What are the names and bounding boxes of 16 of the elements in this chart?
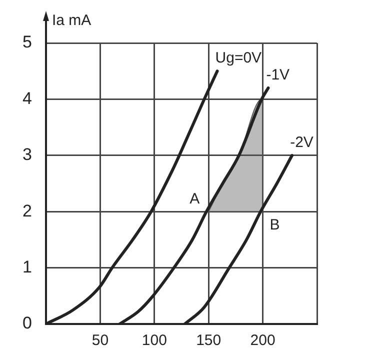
- series-label: -2V: [290, 134, 314, 152]
- y-tick-label: 4: [22, 88, 32, 108]
- y-axis-title: Ia mA: [52, 12, 92, 29]
- y-tick-label: 0: [22, 314, 32, 333]
- y-tick-label: 5: [22, 32, 32, 52]
- y-tick-label: 2: [22, 201, 32, 220]
- x-tick-label: 50: [92, 332, 109, 350]
- x-tick-label: 200: [250, 332, 276, 350]
- annotation: B: [270, 216, 280, 234]
- series-label: -1V: [266, 66, 290, 84]
- y-tick-label: 1: [22, 257, 32, 276]
- annotation: A: [190, 190, 200, 208]
- y-tick-label: 3: [22, 145, 32, 164]
- x-tick-label: 150: [196, 332, 222, 350]
- series-label: Ug=0V: [215, 50, 262, 67]
- x-tick-label: 100: [142, 332, 167, 350]
